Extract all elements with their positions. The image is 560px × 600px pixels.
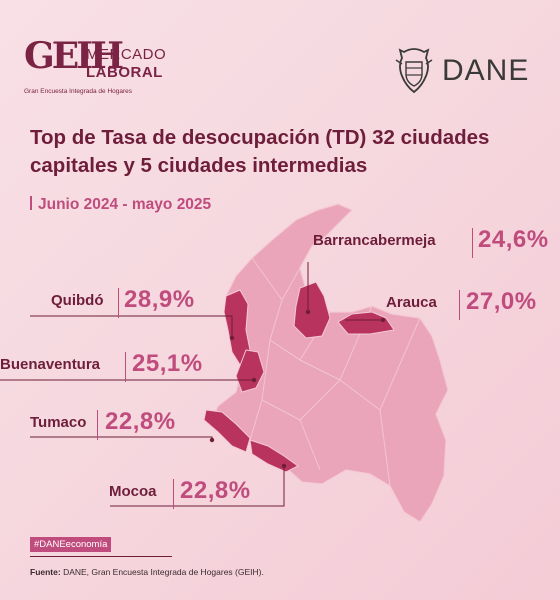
city-name: Tumaco <box>30 414 87 431</box>
geih-laboral-text: LABORAL <box>86 64 163 81</box>
source-label: Fuente: <box>30 567 61 577</box>
separator <box>472 228 473 258</box>
separator <box>173 479 174 509</box>
city-value: 22,8% <box>180 477 251 504</box>
city-value: 25,1% <box>132 350 203 377</box>
region-tumaco <box>203 409 251 453</box>
coat-of-arms-icon <box>395 48 433 94</box>
region-barrancabermeja <box>293 281 331 339</box>
geih-logo: GEIH MERCADO LABORAL Gran Encuesta Integ… <box>24 38 174 96</box>
geih-mercado-text: MERCADO <box>86 46 167 63</box>
separator <box>125 352 126 382</box>
city-name: Buenaventura <box>0 356 101 373</box>
separator <box>459 290 460 320</box>
source-text: DANE, Gran Encuesta Integrada de Hogares… <box>60 567 264 577</box>
colombia-map <box>0 203 449 523</box>
city-name: Arauca <box>386 294 437 311</box>
region-mocoa <box>249 439 299 473</box>
dane-wordmark: DANE <box>442 54 530 87</box>
dane-logo: DANE <box>392 46 542 96</box>
city-value: 27,0% <box>466 288 537 315</box>
period-bar <box>30 196 32 210</box>
period-label: Junio 2024 - mayo 2025 <box>30 196 211 214</box>
geih-mark: GEIH <box>24 35 124 77</box>
page-title: Top de Tasa de desocupación (TD) 32 ciud… <box>30 126 490 177</box>
separator <box>118 288 119 318</box>
city-name: Barrancabermeja <box>313 232 436 249</box>
source-note: Fuente: DANE, Gran Encuesta Integrada de… <box>30 567 264 577</box>
period-text: Junio 2024 - mayo 2025 <box>38 196 212 213</box>
hashtag-badge: #DANEeconomía <box>30 537 112 552</box>
footer-divider <box>30 556 172 557</box>
city-value: 24,6% <box>478 226 549 253</box>
region-arauca <box>337 311 395 335</box>
region-buenaventura <box>235 349 265 393</box>
geih-subtitle: Gran Encuesta Integrada de Hogares <box>24 88 133 95</box>
separator <box>97 410 98 440</box>
city-name: Mocoa <box>109 483 157 500</box>
city-name: Quibdó <box>51 292 104 309</box>
city-value: 28,9% <box>124 286 195 313</box>
city-value: 22,8% <box>105 408 176 435</box>
